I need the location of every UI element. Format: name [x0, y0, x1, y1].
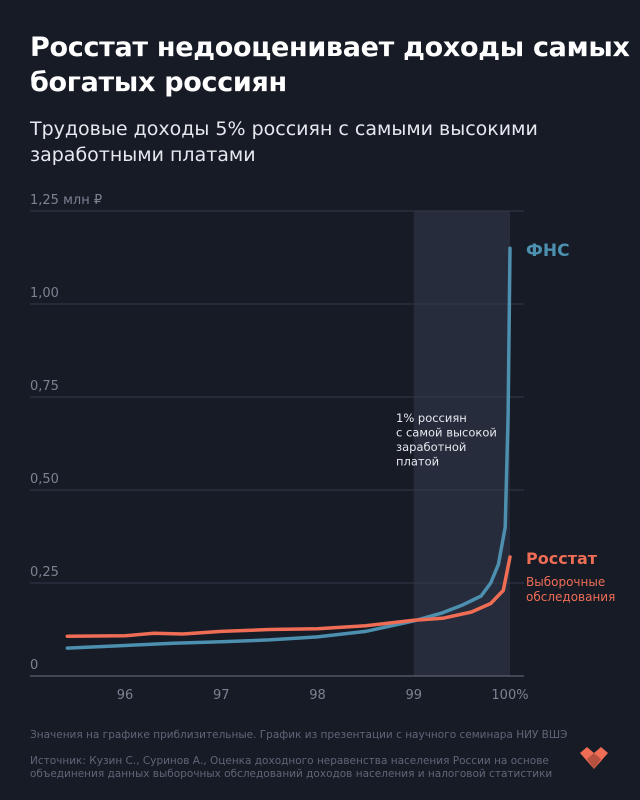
y-tick-label: 0,75	[30, 379, 59, 394]
x-tick-label: 98	[309, 688, 326, 703]
series-label-rosstat: Росстат	[526, 549, 598, 568]
y-tick-label: 1,00	[30, 286, 59, 301]
band-label-line: заработной	[396, 440, 466, 454]
band-label-line: платой	[396, 455, 439, 469]
series-line-2	[65, 555, 512, 638]
series-label-fns: ФНС	[526, 241, 570, 261]
x-tick-label: 100%	[491, 688, 528, 703]
source-line-2: объединения данных выборочных обследован…	[30, 768, 553, 780]
series-sublabel-line: обследования	[526, 590, 615, 604]
footnote: Значения на графике приблизительные. Гра…	[30, 729, 568, 741]
x-tick-label: 96	[117, 688, 134, 703]
y-tick-label: 1,25 млн ₽	[30, 193, 102, 208]
logo-icon	[580, 747, 608, 769]
y-tick-label: 0,50	[30, 472, 59, 487]
series-line-1	[65, 246, 512, 650]
page-title: Росстат недооценивает доходы самых богат…	[30, 32, 630, 98]
y-tick-label: 0	[30, 658, 38, 673]
chart-subtitle: Трудовые доходы 5% россиян с самыми высо…	[30, 118, 538, 166]
source-line-1: Источник: Кузин С., Суринов А., Оценка д…	[30, 755, 549, 767]
band-label-line: с самой высокой	[396, 426, 497, 440]
band-label-line: 1% россиян	[396, 411, 467, 425]
y-tick-label: 0,25	[30, 565, 59, 580]
x-tick-label: 97	[213, 688, 230, 703]
series-sublabel-line: Выборочные	[526, 575, 605, 589]
x-tick-label: 99	[405, 688, 422, 703]
